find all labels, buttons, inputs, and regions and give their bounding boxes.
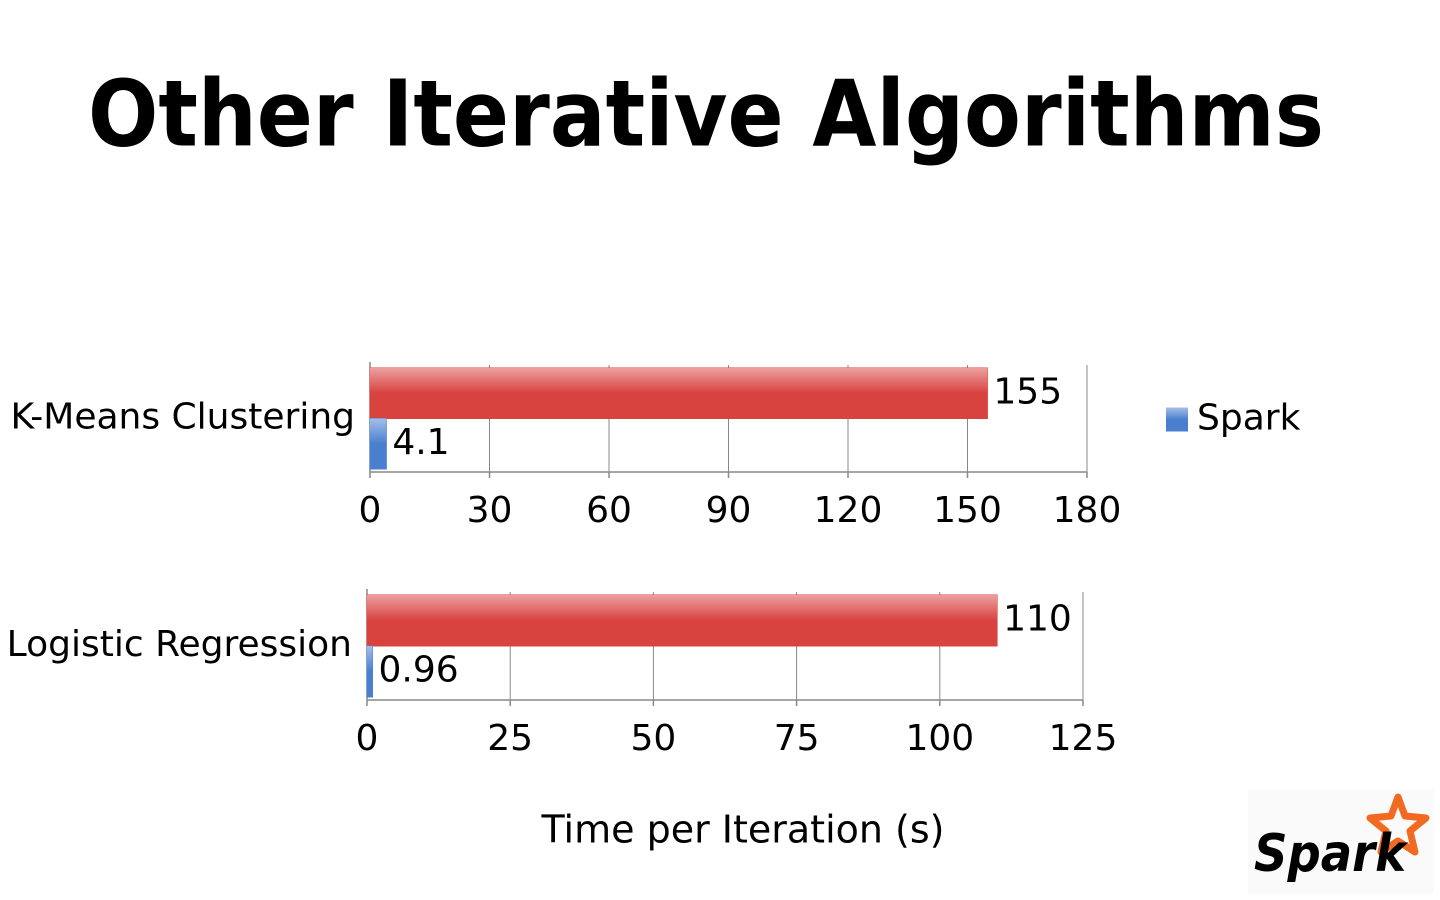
x-tick-label: 180 <box>1053 490 1122 531</box>
x-tick-label: 60 <box>586 490 632 531</box>
logo-star <box>1366 793 1430 856</box>
category-label: Logistic Regression <box>7 624 352 665</box>
bar-shine <box>367 595 998 621</box>
legend-shine <box>1166 407 1188 420</box>
x-tick-label: 75 <box>774 718 820 759</box>
data-label: 4.1 <box>392 422 449 463</box>
bar-shine <box>370 368 988 394</box>
category-label: K-Means Clustering <box>10 397 355 438</box>
x-tick-label: 50 <box>630 718 676 759</box>
data-label: 155 <box>993 371 1062 412</box>
x-tick-label: 125 <box>1049 718 1118 759</box>
x-tick-label: 90 <box>706 490 752 531</box>
x-tick-label: 100 <box>905 718 974 759</box>
bar-shine <box>370 418 387 444</box>
logo-text: Spark <box>1254 824 1409 884</box>
x-tick-label: 150 <box>933 490 1002 531</box>
x-tick-label: 120 <box>814 490 883 531</box>
data-label: 0.96 <box>378 650 458 691</box>
x-tick-label: 0 <box>356 718 379 759</box>
legend-label: Spark <box>1197 398 1301 439</box>
x-tick-label: 30 <box>467 490 513 531</box>
bar-shine <box>367 646 373 672</box>
logo: Spark <box>1248 790 1434 894</box>
data-label: 110 <box>1003 599 1072 640</box>
slide-title: Other Iterative Algorithms <box>88 60 1324 167</box>
x-tick-label: 0 <box>359 490 382 531</box>
x-tick-label: 25 <box>487 718 533 759</box>
x-axis-label: Time per Iteration (s) <box>541 808 945 852</box>
